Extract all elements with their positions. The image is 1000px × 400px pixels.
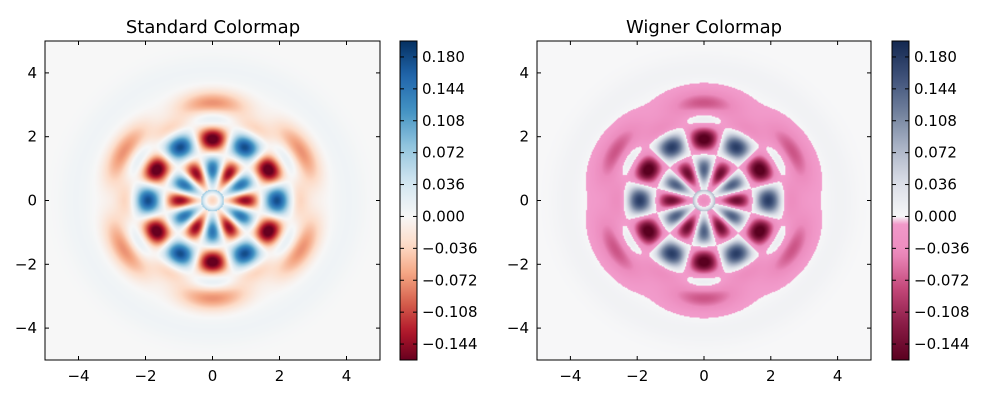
x-tick-label: 0: [208, 367, 218, 385]
y-tick-label: 4: [519, 64, 529, 82]
colorbar-tick-label: 0.072: [422, 144, 465, 162]
chart-title: Wigner Colormap: [626, 17, 782, 38]
y-tick-label: −4: [15, 319, 37, 337]
colorbar-tick-label: 0.000: [914, 207, 957, 225]
colorbar-tick-label: 0.036: [422, 176, 465, 194]
colorbar: [891, 40, 910, 361]
colorbar-tick-label: 0.144: [422, 80, 465, 98]
colorbar-tick-label: 0.072: [914, 144, 957, 162]
x-tick-label: 4: [833, 367, 843, 385]
y-tick-label: −2: [507, 255, 529, 273]
y-axis: 4 2 0 −2 −4: [15, 64, 380, 337]
y-tick-label: 2: [27, 128, 37, 146]
chart-title: Standard Colormap: [126, 17, 300, 38]
colorbar-tick-label: 0.108: [914, 112, 957, 130]
colorbar-tick-label: 0.000: [422, 207, 465, 225]
colorbar-tick-label: −0.144: [914, 335, 970, 353]
y-tick-label: 0: [27, 192, 37, 210]
colorbar-ticks: 0.180 0.144 0.108 0.072 0.036 0.000 −0.036 −0.0…: [400, 48, 478, 353]
colorbar-tick-label: 0.144: [914, 80, 957, 98]
x-tick-label: 4: [342, 367, 352, 385]
colorbar-tick-label: −0.072: [422, 271, 478, 289]
colorbar-tick-label: −0.144: [422, 335, 478, 353]
colorbar-tick-label: 0.036: [914, 176, 957, 194]
x-tick-label: 2: [766, 367, 776, 385]
x-axis: −4 −2 0 2 4: [559, 41, 842, 385]
y-tick-label: −4: [507, 319, 529, 337]
colorbar-ticks: 0.180 0.144 0.108 0.072 0.036 0.000 −0.036 −0.0…: [892, 48, 970, 353]
y-tick-label: 4: [27, 64, 37, 82]
x-tick-label: −4: [559, 367, 581, 385]
colorbar-tick-label: −0.108: [422, 303, 478, 321]
heatmap-image: [45, 41, 380, 360]
y-tick-label: 2: [519, 128, 529, 146]
colorbar-tick-label: −0.036: [422, 239, 478, 257]
colorbar-tick-label: 0.180: [422, 48, 465, 66]
x-axis: −4 −2 0 2 4: [67, 41, 351, 385]
y-tick-label: −2: [15, 255, 37, 273]
heatmap-image: [537, 41, 871, 360]
colorbar-tick-label: −0.108: [914, 303, 970, 321]
x-tick-label: −4: [67, 367, 89, 385]
x-tick-label: 2: [275, 367, 285, 385]
colorbar-tick-label: 0.180: [914, 48, 957, 66]
x-tick-label: −2: [134, 367, 156, 385]
y-axis: 4 2 0 −2 −4: [507, 64, 871, 337]
colorbar: [399, 40, 418, 361]
colorbar-tick-label: 0.108: [422, 112, 465, 130]
x-tick-label: −2: [626, 367, 648, 385]
x-tick-label: 0: [699, 367, 709, 385]
colorbar-tick-label: −0.036: [914, 239, 970, 257]
colorbar-tick-label: −0.072: [914, 271, 970, 289]
y-tick-label: 0: [519, 192, 529, 210]
panel-wigner: Wigner Colormap −4 −2 0 2 4 420−2−4 0.1800.1…: [507, 17, 970, 385]
panel-standard: Standard Colormap −4 −2 0 2 4 420−2−4 0.1800…: [15, 17, 478, 385]
